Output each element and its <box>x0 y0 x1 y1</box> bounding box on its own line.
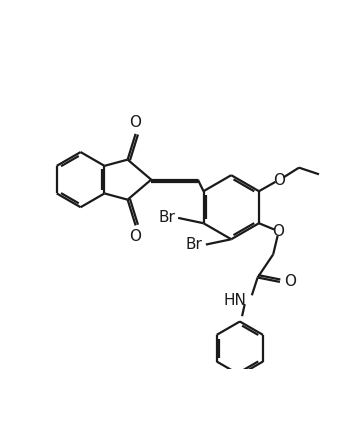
Text: O: O <box>273 173 285 187</box>
Text: O: O <box>284 274 296 289</box>
Text: O: O <box>129 229 142 244</box>
Text: Br: Br <box>186 237 203 252</box>
Text: HN: HN <box>224 293 246 308</box>
Text: O: O <box>272 224 284 239</box>
Text: O: O <box>129 115 142 130</box>
Text: Br: Br <box>158 210 175 225</box>
